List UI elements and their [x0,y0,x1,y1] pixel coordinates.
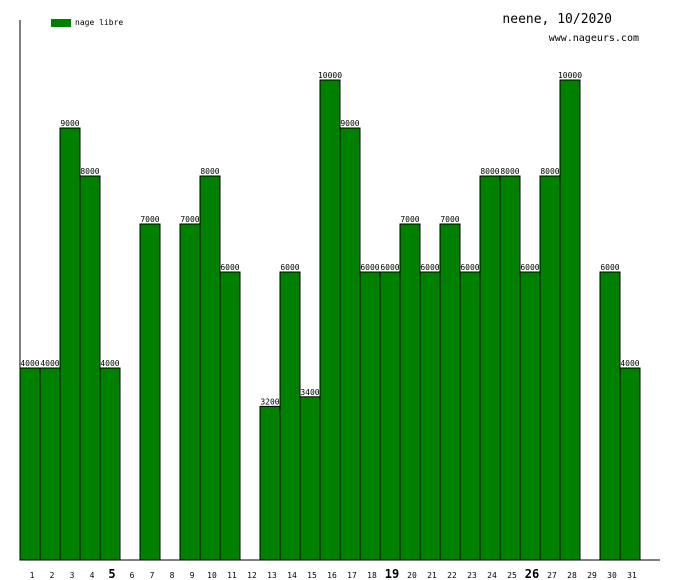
bar-day-16 [319,79,341,561]
x-tick-label-6: 6 [130,571,135,580]
bar-day-30 [599,271,621,561]
value-label-day-16: 10000 [318,71,342,80]
value-label-day-11: 6000 [220,263,239,272]
value-label-day-24: 8000 [480,167,499,176]
bar-day-26 [519,271,541,561]
value-label-day-23: 6000 [460,263,479,272]
chart-title: neene, 10/2020 [502,12,612,27]
value-label-day-25: 8000 [500,167,519,176]
value-label-day-5: 4000 [100,359,119,368]
x-tick-label-20: 20 [407,571,417,580]
bar-day-17 [339,127,361,561]
bar-day-9 [179,223,201,561]
bar-day-18 [359,271,381,561]
x-tick-labels-group: 1 2 3 4 5 6 7 8 9 10 11 12 13 14 15 16 17 18 19 20 21 22 23 24 2… [30,567,637,580]
bar-day-23 [459,271,481,561]
bar-day-10 [199,175,221,561]
x-tick-label-5: 5 [108,567,115,580]
value-label-day-15: 3400 [300,388,319,397]
value-label-day-9: 7000 [180,215,199,224]
bar-day-3 [59,127,81,561]
x-tick-label-17: 17 [347,571,357,580]
x-tick-label-15: 15 [307,571,317,580]
x-tick-label-18: 18 [367,571,377,580]
x-tick-label-16: 16 [327,571,337,580]
x-tick-label-2: 2 [50,571,55,580]
value-label-day-26: 6000 [520,263,539,272]
x-tick-label-19: 19 [385,567,399,580]
x-tick-label-29: 29 [587,571,597,580]
x-tick-label-30: 30 [607,571,617,580]
value-label-day-30: 6000 [600,263,619,272]
bar-day-1 [19,367,41,561]
value-label-day-18: 6000 [360,263,379,272]
bars-group [19,79,641,561]
x-tick-label-26: 26 [525,567,539,580]
x-tick-label-10: 10 [207,571,217,580]
legend-label: nage libre [75,18,123,27]
bar-day-22 [439,223,461,561]
bar-day-5 [99,367,121,561]
legend-swatch [51,19,71,27]
x-tick-label-14: 14 [287,571,297,580]
value-label-day-2: 4000 [40,359,59,368]
bar-day-2 [39,367,61,561]
bar-day-19 [379,271,401,561]
x-tick-label-8: 8 [170,571,175,580]
bar-day-15 [299,396,321,561]
bar-day-11 [219,271,241,561]
value-label-day-28: 10000 [558,71,582,80]
bar-day-20 [399,223,421,561]
value-label-day-31: 4000 [620,359,639,368]
value-label-day-21: 6000 [420,263,439,272]
value-label-day-14: 6000 [280,263,299,272]
x-tick-label-25: 25 [507,571,517,580]
bar-day-13 [259,405,281,561]
x-tick-label-22: 22 [447,571,457,580]
x-tick-label-11: 11 [227,571,237,580]
x-tick-label-31: 31 [627,571,637,580]
bar-day-28 [559,79,581,561]
bar-day-27 [539,175,561,561]
x-tick-label-12: 12 [247,571,257,580]
x-tick-label-13: 13 [267,571,277,580]
x-tick-label-4: 4 [90,571,95,580]
value-label-day-22: 7000 [440,215,459,224]
value-label-day-1: 4000 [20,359,39,368]
site-url: www.nageurs.com [549,33,639,44]
x-tick-label-1: 1 [30,571,35,580]
value-label-day-27: 8000 [540,167,559,176]
value-label-day-17: 9000 [340,119,359,128]
x-tick-label-27: 27 [547,571,557,580]
bar-day-24 [479,175,501,561]
x-tick-label-9: 9 [190,571,195,580]
value-label-day-10: 8000 [200,167,219,176]
x-tick-label-3: 3 [70,571,75,580]
value-label-day-13: 3200 [260,397,279,406]
legend: nage libre [51,18,123,27]
x-tick-label-21: 21 [427,571,437,580]
value-label-day-3: 9000 [60,119,79,128]
bar-day-31 [619,367,641,561]
x-tick-label-24: 24 [487,571,497,580]
value-label-day-20: 7000 [400,215,419,224]
bar-day-25 [499,175,521,561]
x-tick-label-23: 23 [467,571,477,580]
bar-day-4 [79,175,101,561]
bar-day-21 [419,271,441,561]
bar-day-7 [139,223,161,561]
value-label-day-7: 7000 [140,215,159,224]
x-tick-label-7: 7 [150,571,155,580]
bar-day-14 [279,271,301,561]
x-tick-label-28: 28 [567,571,577,580]
value-label-day-4: 8000 [80,167,99,176]
value-label-day-19: 6000 [380,263,399,272]
